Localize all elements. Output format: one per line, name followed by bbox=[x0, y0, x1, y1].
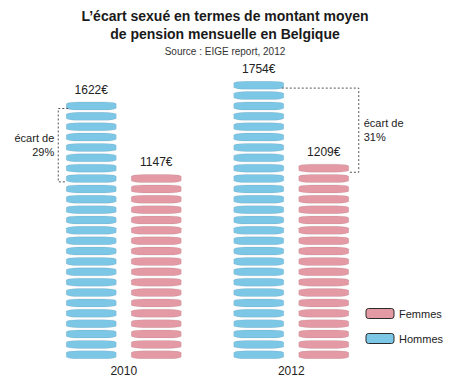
svg-text:2012: 2012 bbox=[278, 364, 305, 378]
svg-text:1754€: 1754€ bbox=[242, 62, 276, 76]
svg-text:1622€: 1622€ bbox=[75, 83, 109, 97]
svg-text:1147€: 1147€ bbox=[140, 155, 173, 169]
svg-text:L’écart sexué en termes de mon: L’écart sexué en termes de montant moyen bbox=[81, 8, 368, 24]
svg-text:Hommes: Hommes bbox=[399, 333, 444, 345]
svg-text:29%: 29% bbox=[32, 146, 54, 158]
svg-text:1209€: 1209€ bbox=[307, 145, 341, 159]
svg-text:de pension mensuelle en Belgiq: de pension mensuelle en Belgique bbox=[110, 26, 340, 42]
svg-text:écart de: écart de bbox=[15, 132, 55, 144]
svg-text:2010: 2010 bbox=[110, 364, 137, 378]
svg-text:Femmes: Femmes bbox=[399, 308, 442, 320]
svg-text:écart de: écart de bbox=[364, 117, 404, 129]
svg-text:31%: 31% bbox=[364, 131, 386, 143]
svg-text:Source : EIGE report, 2012: Source : EIGE report, 2012 bbox=[165, 46, 286, 57]
